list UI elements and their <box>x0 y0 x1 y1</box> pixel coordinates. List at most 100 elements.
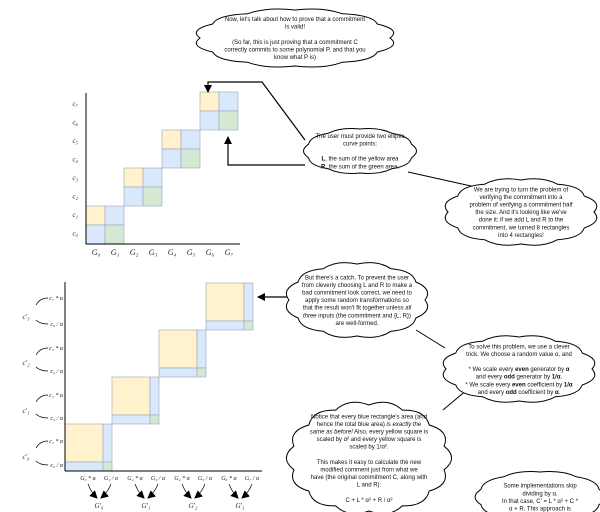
cloud-text-segment: Also, every yellow square is <box>353 430 428 436</box>
bottom-yellow-cell <box>158 329 198 369</box>
label-pointer <box>35 413 49 419</box>
cloud-text-line: dividing by α. <box>522 491 557 497</box>
bottom-blue-cell <box>196 329 207 369</box>
cloud-text-segment: inputs (the commitment and {L, R}) <box>317 313 411 319</box>
bottom-y-label: c₄ / α <box>50 369 63 375</box>
cloud-text-line: bad commitment look correct, we need to <box>302 291 412 297</box>
cloud-text-line: same as before! Also, every yellow squar… <box>310 430 428 436</box>
cloud-text-line: C + L * α² + R / α² <box>345 498 392 504</box>
cloud-text-line: know what P is) <box>274 55 316 61</box>
cloud-text-line: (So far, this is just proving that a com… <box>232 40 358 46</box>
cloud-text-line: that the result won't fit together unles… <box>303 306 412 312</box>
cloud-text-segment: verifying the commitment into a <box>479 195 563 201</box>
cloud-text-line: curve points: <box>343 142 377 148</box>
cloud-text-line: L and R): <box>357 483 382 489</box>
cloud-text-segment: and every <box>478 390 506 396</box>
cloud-shape <box>303 128 417 174</box>
bottom-x-label: G₇ / α <box>245 476 260 482</box>
cloud-text-segment: This makes it easy to calculate the new <box>317 460 422 466</box>
cloud-text-line: Now, let's talk about how to prove that … <box>225 17 366 23</box>
top-x-label: G₁ <box>111 248 120 257</box>
bracket-label: c'₀ <box>22 453 30 461</box>
cloud-trick: To solve this problem, we use a clever tr… <box>442 335 596 403</box>
merge-arrow <box>181 483 192 499</box>
bottom-y-label: c₅ * α <box>49 346 64 352</box>
bottom-y-label: c₀ / α <box>50 463 63 469</box>
cloud-text-line: * We scale every even generator by α <box>469 367 570 373</box>
merge-arrow <box>147 483 159 499</box>
bottom-blue-cell <box>64 461 104 472</box>
g-prime-label: G'₁ <box>142 502 151 510</box>
bottom-y-label: c₃ * α <box>49 393 64 399</box>
cloud-text-segment: curve points: <box>343 142 377 148</box>
bracket-label: c'₁ <box>22 407 29 415</box>
cloud-text-line: R, the sum of the green area. <box>321 164 399 170</box>
link-lr-halving <box>407 171 481 189</box>
cloud-text-segment: 1/α <box>564 382 573 388</box>
cloud-text-line: problem of verifying a commitment half <box>469 203 572 209</box>
cloud-text-segment: . <box>559 390 561 396</box>
cloud-text-line: commitment, we turned 8 rectangles <box>473 225 570 231</box>
top-blue-cell <box>218 91 239 112</box>
top-x-label: G₂ <box>130 248 139 257</box>
bottom-x-label: G₃ / α <box>151 476 166 482</box>
top-y-label: c₁ <box>72 211 78 219</box>
cloud-text-segment: done it: if we add L and R to the <box>479 218 564 224</box>
cloud-text-segment: from cleverly choosing L and R to make a <box>302 283 413 289</box>
cloud-text-line: But there's a catch. To prevent the user <box>305 275 409 281</box>
arrow-to-yellow <box>204 81 306 141</box>
cloud-text-segment: same as before! <box>310 430 353 436</box>
cloud-text-segment: , the sum of the green area. <box>325 164 399 170</box>
top-x-label: G₄ <box>168 248 177 257</box>
g-prime-label: G'₀ <box>95 502 105 510</box>
link-catch-trick <box>415 329 446 349</box>
cloud-text-line: verifying the commitment into a <box>479 195 563 201</box>
cloud-text-line: L, the sum of the yellow area <box>321 157 399 163</box>
cloud-text-segment: apply some random transformations so <box>305 298 409 304</box>
cloud-text-segment: (So far, this is just proving that a com… <box>232 40 358 46</box>
cloud-shape <box>195 8 395 68</box>
top-x-label: G₀ <box>92 248 101 257</box>
cloud-text-segment: generator by <box>515 375 552 381</box>
cloud-text-segment: Notice that every blue rectangle's area … <box>311 414 427 420</box>
cloud-text-line: We are trying to turn the problem of <box>474 187 569 193</box>
top-yellow-cell <box>123 167 144 188</box>
cloud-text-segment: is valid! <box>285 25 305 31</box>
cloud-text-segment: . <box>561 375 563 381</box>
label-pointer <box>35 394 49 403</box>
bottom-x-label: G₄ * α <box>174 476 190 482</box>
cloud-text-segment: scaled by α² and every yellow square is <box>317 437 422 443</box>
bottom-scaled-chart: c₇ * α c₆ / α c₅ * α c₄ / α c₃ * α c₂ / α c₁ *… <box>22 282 262 510</box>
cloud-intro: Now, let's talk about how to prove that … <box>195 8 395 68</box>
top-blue-cell <box>104 205 125 226</box>
bottom-blue-cell <box>243 282 254 322</box>
cloud-text-segment: even <box>512 382 526 388</box>
top-blue-cell <box>85 224 106 245</box>
cloud-text-segment: hence the total blue area) <box>317 422 387 428</box>
cloud-text-segment: C + L * α² + R / α² <box>345 498 392 504</box>
top-green-cell <box>218 110 239 131</box>
bottom-y-label: c₁ * α <box>49 439 64 445</box>
cloud-text-segment: commitment, we turned 8 rectangles <box>473 225 570 231</box>
top-x-label: G₅ <box>187 248 196 257</box>
cloud-text-segment: α <box>555 390 559 396</box>
bottom-y-label: c₇ * α <box>49 296 64 302</box>
top-y-label: c₇ <box>72 100 78 108</box>
top-blue-cell <box>161 148 182 169</box>
cloud-text-segment: * We scale every <box>465 382 512 388</box>
bottom-blue-cell <box>158 367 198 378</box>
bottom-green-cell <box>149 414 160 425</box>
cloud-text-segment: Now, let's talk about how to prove that … <box>225 17 366 23</box>
bottom-yellow-cell <box>64 423 104 463</box>
bottom-green-cell <box>196 367 207 378</box>
cloud-halving: We are trying to turn the problem of veri… <box>444 178 598 246</box>
merge-arrow <box>100 483 112 499</box>
cloud-text-segment: , the sum of the yellow area <box>325 157 399 163</box>
cloud-text-segment: polynomial P, and that you <box>294 48 366 54</box>
top-blue-cell <box>180 129 201 150</box>
cloud-lr-points: The user must provide two elliptic curve … <box>303 128 417 174</box>
cloud-text-segment: dividing by α. <box>522 491 557 497</box>
bracket-label: c'₂ <box>22 359 30 367</box>
cloud-text-segment: have (the original commitment C, along w… <box>311 475 428 481</box>
